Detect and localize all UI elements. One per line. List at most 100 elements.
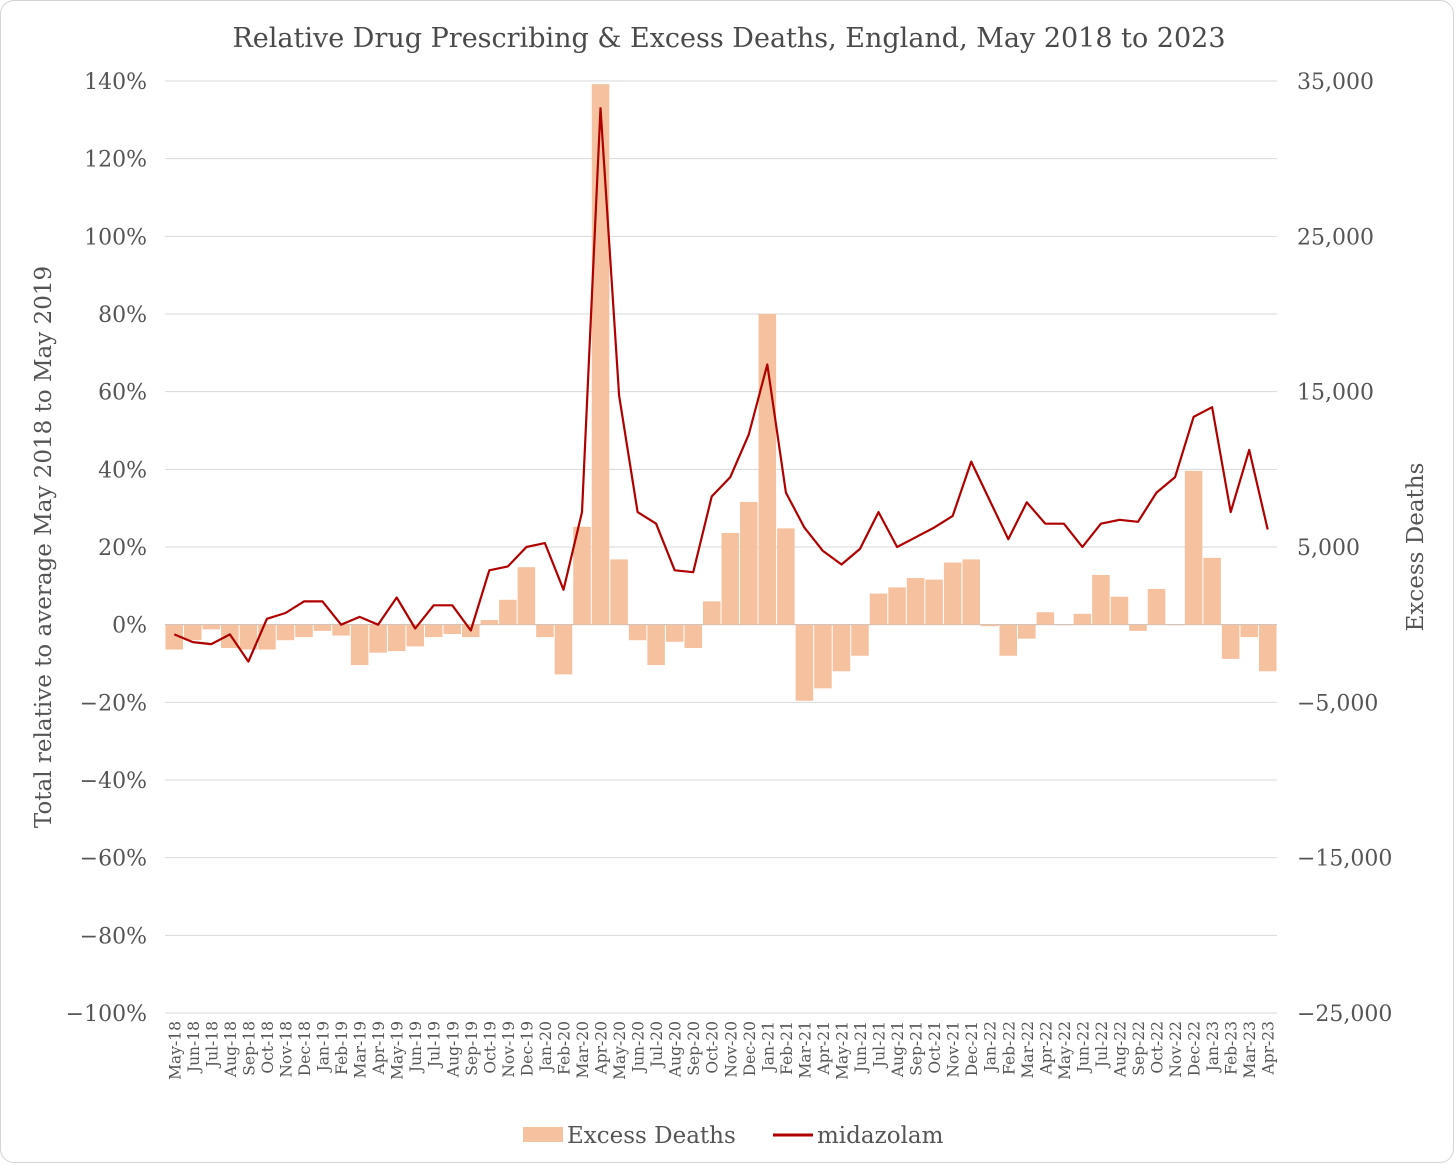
excess-deaths-bar (332, 624, 350, 636)
x-tick-label: Apr-20 (593, 1021, 611, 1076)
excess-deaths-bar (406, 624, 424, 647)
legend-label-excess-deaths: Excess Deaths (567, 1123, 736, 1149)
excess-deaths-bar (387, 624, 406, 652)
right-axis-ticks: 35,000 25,000 15,000 5,000 −5,000 −15,000 −25,… (1297, 70, 1392, 1027)
excess-deaths-bar (350, 624, 369, 666)
excess-deaths-bar (925, 579, 943, 625)
left-axis-ticks: 140% 120% 100% 80% 60% 40% 20% 0% −20% −40% −60% −8… (66, 70, 147, 1027)
x-tick-label: Mar-20 (574, 1021, 592, 1078)
excess-deaths-bar (480, 620, 499, 625)
right-tick-label: −25,000 (1297, 1002, 1392, 1027)
x-tick-label: Dec-20 (741, 1021, 759, 1076)
x-tick-label: Jan-23 (1204, 1021, 1222, 1073)
x-tick-label: Jun-21 (852, 1021, 870, 1074)
left-tick-label: 80% (98, 303, 147, 328)
x-tick-label: May-18 (166, 1021, 184, 1080)
excess-deaths-bar (869, 593, 888, 625)
right-tick-label: 35,000 (1297, 70, 1374, 95)
excess-deaths-bar (647, 624, 665, 666)
x-tick-label: Nov-18 (278, 1021, 296, 1078)
excess-deaths-bar (962, 559, 980, 625)
x-tick-label: Jul-22 (1093, 1021, 1111, 1069)
x-tick-label: Sep-19 (463, 1021, 481, 1076)
excess-deaths-bar (980, 624, 999, 627)
excess-deaths-bar (665, 624, 684, 642)
x-tick-label: Jul-20 (648, 1021, 666, 1069)
excess-deaths-bar (1018, 624, 1036, 639)
excess-deaths-bar (758, 314, 777, 625)
x-tick-label: May-20 (611, 1021, 629, 1080)
x-tick-label: Jan-21 (759, 1021, 777, 1073)
right-tick-label: 15,000 (1297, 381, 1374, 406)
x-tick-label: Feb-20 (556, 1021, 574, 1075)
left-axis-title: Total relative to average May 2018 to Ma… (31, 266, 57, 828)
x-tick-label: Apr-22 (1037, 1021, 1055, 1076)
legend-label-midazolam: midazolam (817, 1123, 944, 1149)
excess-deaths-bar (906, 578, 925, 625)
x-tick-label: Mar-23 (1241, 1021, 1259, 1078)
x-tick-label: Nov-22 (1167, 1021, 1185, 1078)
excess-deaths-bar (832, 624, 851, 672)
x-tick-label: Oct-19 (481, 1021, 499, 1074)
x-tick-label: Sep-21 (908, 1021, 926, 1076)
x-tick-label: May-21 (834, 1021, 852, 1080)
left-tick-label: 20% (98, 536, 147, 561)
excess-deaths-bar (276, 624, 295, 641)
gridlines (165, 80, 1277, 1014)
excess-deaths-bar (239, 624, 258, 650)
x-tick-label: Sep-20 (685, 1021, 703, 1076)
x-tick-label: Apr-21 (815, 1021, 833, 1076)
x-tick-label: Aug-19 (444, 1021, 462, 1078)
left-tick-label: −40% (80, 769, 147, 794)
excess-deaths-bar (554, 624, 573, 675)
x-tick-label: Oct-21 (926, 1021, 944, 1074)
left-tick-label: 120% (84, 148, 147, 173)
excess-deaths-bar (1258, 624, 1277, 672)
excess-deaths-bar (1092, 574, 1110, 625)
x-tick-label: Mar-19 (352, 1021, 370, 1078)
excess-deaths-bar (1203, 557, 1221, 625)
excess-deaths-bar (702, 601, 721, 625)
excess-deaths-bar (628, 624, 647, 641)
excess-deaths-bar (1129, 624, 1147, 631)
excess-deaths-bar (295, 624, 313, 638)
chart-title: Relative Drug Prescribing & Excess Death… (232, 23, 1225, 54)
x-tick-label: Dec-21 (963, 1021, 981, 1076)
x-tick-label: Mar-22 (1019, 1021, 1037, 1078)
x-tick-label: Dec-18 (296, 1021, 314, 1076)
x-tick-label: May-22 (1056, 1021, 1074, 1080)
x-tick-label: Jun-22 (1074, 1021, 1092, 1074)
x-tick-label: Nov-19 (500, 1021, 518, 1078)
x-tick-label: Jan-22 (982, 1021, 1000, 1073)
excess-deaths-bar (943, 562, 962, 625)
left-tick-label: 0% (112, 614, 147, 639)
excess-deaths-bar (684, 624, 702, 648)
excess-deaths-bar (1221, 624, 1240, 659)
x-tick-label: Jul-19 (426, 1021, 444, 1069)
x-tick-label: Jun-19 (407, 1021, 425, 1074)
x-tick-label: Jun-20 (630, 1021, 648, 1074)
x-tick-label: Nov-20 (722, 1021, 740, 1078)
left-tick-label: 40% (98, 458, 147, 483)
x-tick-label: Apr-23 (1260, 1021, 1278, 1076)
right-tick-label: −5,000 (1297, 691, 1378, 716)
excess-deaths-bar (610, 559, 628, 625)
left-tick-label: −60% (80, 847, 147, 872)
x-tick-label: Nov-21 (945, 1021, 963, 1078)
excess-deaths-bar (888, 587, 906, 625)
excess-deaths-bar (369, 624, 387, 653)
excess-deaths-bar (1147, 588, 1166, 625)
left-tick-label: −20% (80, 691, 147, 716)
x-axis-ticks: May-18 Jun-18 Jul-18 Aug-18 Sep-18 Oct-18 Nov-… (166, 1021, 1277, 1080)
left-tick-label: −80% (80, 924, 147, 949)
x-tick-label: Feb-21 (778, 1021, 796, 1075)
excess-deaths-bar (499, 599, 517, 625)
midazolam-line-group (173, 107, 1269, 663)
x-tick-label: Sep-22 (1130, 1021, 1148, 1076)
x-tick-label: Aug-18 (222, 1021, 240, 1078)
excess-deaths-bar (740, 501, 758, 625)
x-tick-label: Sep-18 (240, 1021, 258, 1076)
excess-deaths-bar (202, 624, 221, 630)
excess-deaths-bar (258, 624, 276, 650)
